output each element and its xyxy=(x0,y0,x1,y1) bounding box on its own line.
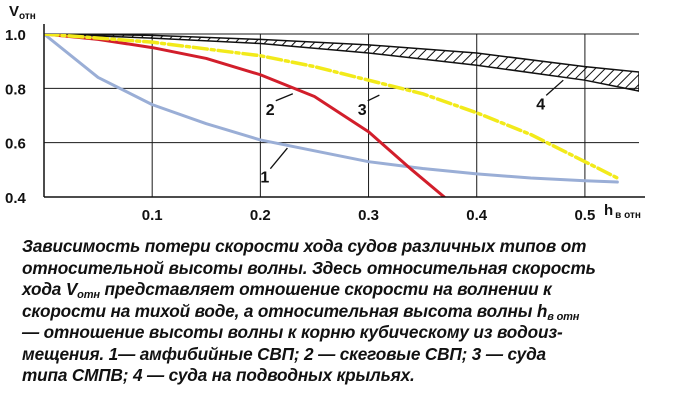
x-axis-title-main: h xyxy=(604,202,613,219)
caption-line: типа СМПВ; 4 — суда на подводных крыльях… xyxy=(22,365,662,387)
caption-text: относительной высоты волны. Здесь относи… xyxy=(22,257,596,278)
y-axis-title-main: V xyxy=(9,3,19,20)
figure-caption: Зависимость потери скорости хода судов р… xyxy=(22,236,662,387)
y-tick-label: 0.4 xyxy=(5,190,27,207)
series-1-line xyxy=(44,34,619,184)
series-3-line xyxy=(44,34,620,180)
caption-line: Зависимость потери скорости хода судов р… xyxy=(22,236,662,258)
y-tick-label: 0.8 xyxy=(5,81,26,98)
caption-line: — отношение высоты волны к корню кубичес… xyxy=(22,322,662,344)
caption-line: относительной высоты волны. Здесь относи… xyxy=(22,258,662,280)
caption-text: мещения. 1— амфибийные СВП; 2 — скеговые… xyxy=(22,343,546,364)
x-tick-label: 0.1 xyxy=(142,207,163,224)
caption-subscript: отн xyxy=(77,289,100,301)
series-2-label: 2 xyxy=(266,102,275,119)
caption-line: скорости на тихой воде, а относительная … xyxy=(22,301,662,323)
caption-text: хода V xyxy=(22,279,78,299)
series-1-label: 1 xyxy=(260,170,269,187)
caption-text: Зависимость потери скорости хода судов р… xyxy=(22,236,587,256)
x-tick-label: 0.3 xyxy=(358,207,379,224)
series-4-label: 4 xyxy=(536,96,545,113)
caption-line: хода Vотн представляет отношение скорост… xyxy=(22,279,662,301)
y-tick-label: 0.6 xyxy=(5,136,26,153)
series-labels: 1 2 3 4 xyxy=(260,79,564,187)
series-lines xyxy=(44,34,620,197)
x-tick-label: 0.4 xyxy=(466,207,488,224)
series-1-leader xyxy=(269,147,288,170)
tick-labels: 0.1 0.2 0.3 0.4 0.5 1.0 0.8 0.6 0.4 xyxy=(5,27,595,224)
series-3-leader xyxy=(367,94,380,102)
y-axis-title-sub: отн xyxy=(19,11,36,22)
series-2-line xyxy=(44,34,446,197)
y-axis-title: Vотн xyxy=(9,3,36,22)
caption-text: скорости на тихой воде, а относительная … xyxy=(22,300,548,321)
series-4-leader xyxy=(545,79,564,96)
series-band xyxy=(44,34,639,92)
x-tick-label: 0.5 xyxy=(574,207,595,224)
y-tick-label: 1.0 xyxy=(5,27,26,44)
caption-text: представляет отношение скорости на волне… xyxy=(99,279,552,299)
x-axis-title-sub: в отн xyxy=(615,210,641,221)
axes xyxy=(43,24,645,198)
series-3-label: 3 xyxy=(358,102,367,119)
caption-text: — отношение высоты волны к корню кубичес… xyxy=(22,322,563,342)
x-tick-label: 0.2 xyxy=(250,207,271,224)
caption-line: мещения. 1— амфибийные СВП; 2 — скеговые… xyxy=(22,344,662,366)
caption-subscript: в отн xyxy=(547,310,580,323)
caption-text: типа СМПВ; 4 — суда на подводных крыльях… xyxy=(22,365,415,385)
series-2-leader xyxy=(275,93,294,102)
series-4-band xyxy=(44,34,639,92)
